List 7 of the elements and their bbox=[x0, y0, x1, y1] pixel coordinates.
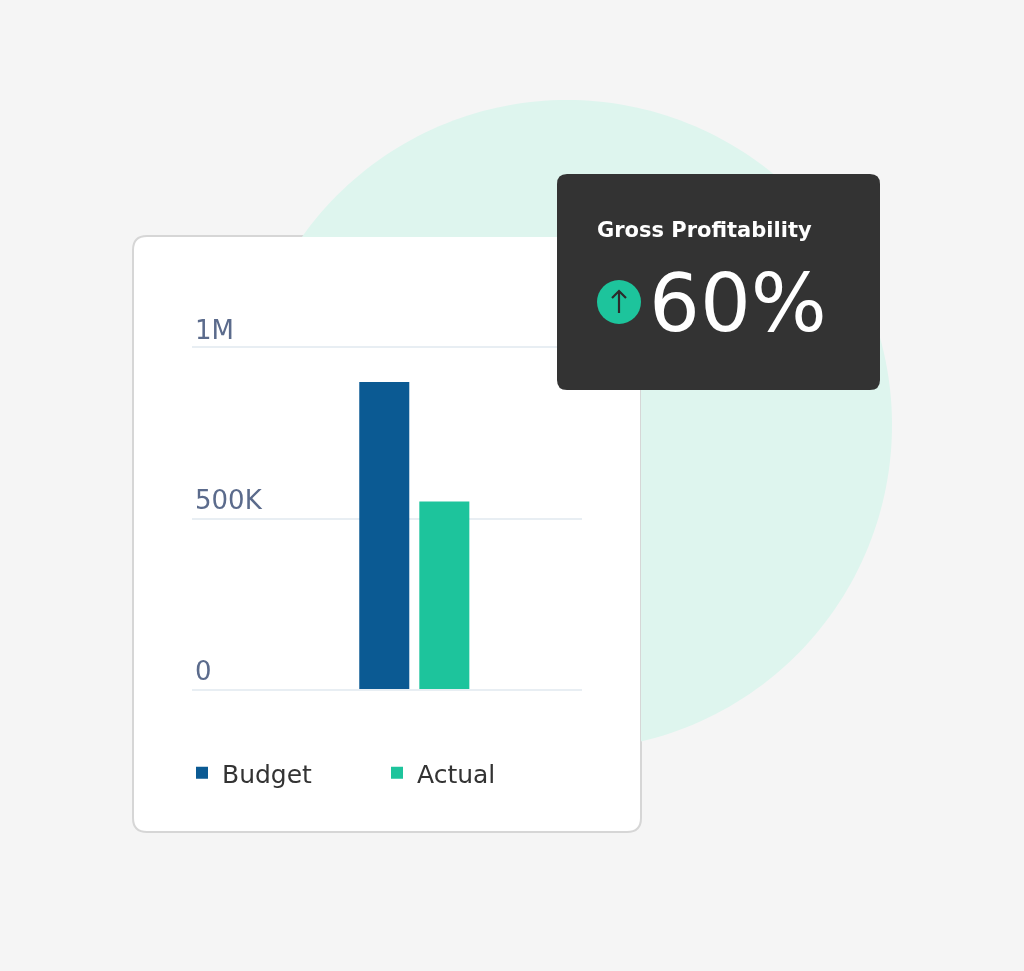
legend-label: Actual bbox=[417, 759, 496, 789]
y-tick-label: 1M bbox=[195, 314, 234, 345]
y-tick-label: 0 bbox=[195, 655, 212, 686]
legend-label: Budget bbox=[222, 759, 313, 789]
y-tick-label: 500K bbox=[195, 485, 263, 516]
text: Gross Profitability bbox=[597, 218, 812, 242]
text: 60% bbox=[649, 257, 827, 350]
